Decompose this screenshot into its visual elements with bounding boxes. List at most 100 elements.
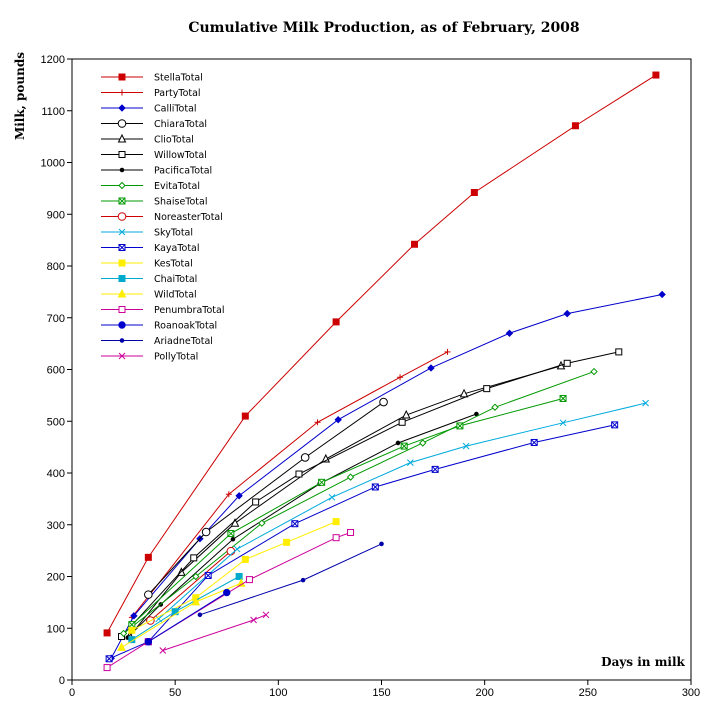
legend-entry-kayatotal: KayaTotal [101,243,200,254]
point-evitatotal-5 [491,403,499,411]
point-evitatotal-3 [346,473,355,481]
point-partytotal-4 [444,348,451,355]
point-evitatotal-0 [119,629,128,638]
legend-label-penumbratotal: PenumbraTotal [154,305,224,316]
point-stellatotal-4 [411,240,419,248]
legend-entry-evitatotal: EvitaTotal [101,181,200,192]
point-partytotal-1 [225,491,232,498]
point-stellatotal-2 [241,412,249,420]
legend-label-skytotal: SkyTotal [154,228,193,239]
series-willowtotal [118,348,623,641]
legend-entry-noreastertotal: NoreasterTotal [101,212,223,223]
point-shaisetotal-3 [400,442,408,450]
legend-marker-chiaratotal [117,119,127,128]
point-chiaratotal-3 [379,397,388,407]
point-skytotal-6 [642,399,649,407]
point-ariadnetotal-2 [379,541,384,547]
legend-label-callitotal: CalliTotal [154,104,197,115]
point-ariadnetotal-1 [300,577,306,583]
point-chiaratotal-1 [201,527,211,537]
y-tick-label-8: 800 [47,261,65,273]
series-line-shaisetotal [131,397,564,625]
point-evitatotal-2 [258,519,266,527]
point-wildtotal-0 [117,642,126,651]
series-line-pacificatotal [127,413,477,638]
point-callitotal-5 [427,364,435,372]
legend-marker-pollytotal [118,352,126,360]
y-tick-label-9: 900 [47,209,65,221]
point-skytotal-1 [233,545,241,553]
point-kestotal-2 [241,555,249,563]
point-willowtotal-1 [190,554,198,562]
point-wildtotal-2 [236,578,246,587]
point-cliototal-5 [459,388,469,398]
point-kestotal-4 [332,518,340,526]
legend-label-pollytotal: PollyTotal [154,352,198,363]
point-penumbratotal-4 [347,529,355,537]
point-evitatotal-4 [419,439,427,447]
legend-entry-ariadnetotal: AriadneTotal [101,336,213,347]
point-penumbratotal-0 [103,664,111,672]
point-roanoaktotal-1 [223,588,231,597]
point-penumbratotal-3 [332,534,340,542]
point-stellatotal-1 [144,553,152,561]
legend-marker-skytotal [118,228,126,236]
point-roanoaktotal-0 [144,638,153,646]
point-penumbratotal-2 [245,576,253,584]
point-pollytotal-1 [250,616,257,624]
point-cliototal-4 [401,409,411,419]
point-wildtotal-1 [191,596,201,606]
legend-label-ariadnetotal: AriadneTotal [154,336,213,347]
point-stellatotal-3 [332,318,340,326]
y-tick-label-4: 400 [47,468,65,480]
chart-title: Cumulative Milk Production, as of Februa… [188,20,579,36]
legend-label-wildtotal: WildTotal [154,290,197,301]
y-tick-label-0: 0 [59,675,65,687]
legend-entry-willowtotal: WillowTotal [101,150,207,161]
point-shaisetotal-1 [227,530,235,538]
x-tick-label-4: 200 [475,687,493,699]
series-kayatotal [105,421,619,663]
legend-entry-partytotal: PartyTotal [101,88,201,99]
legend-label-partytotal: PartyTotal [154,88,201,99]
point-willowtotal-4 [398,418,406,426]
legend-label-pacificatotal: PacificaTotal [154,166,212,177]
point-willowtotal-2 [252,498,260,506]
legend-entry-roanoaktotal: RoanoakTotal [101,321,217,332]
point-willowtotal-7 [615,348,623,356]
legend-entry-pacificatotal: PacificaTotal [101,166,212,177]
y-tick-label-1: 100 [47,623,65,635]
point-stellatotal-7 [652,71,660,79]
y-tick-label-6: 600 [47,365,65,377]
legend-label-noreastertotal: NoreasterTotal [154,212,223,223]
y-tick-label-2: 200 [47,572,65,584]
point-kestotal-0 [128,626,136,634]
series-line-noreastertotal [150,550,232,621]
point-evitatotal-1 [192,572,200,581]
point-callitotal-1 [130,612,138,620]
point-callitotal-4 [334,415,342,424]
legend-entry-skytotal: SkyTotal [101,228,193,239]
legend-label-evitatotal: EvitaTotal [154,181,200,192]
series-pollytotal [159,611,270,654]
point-willowtotal-6 [563,359,571,367]
series-line-kayatotal [108,424,615,660]
point-callitotal-7 [563,309,571,318]
point-ariadnetotal-0 [197,612,203,618]
series-chaitotal [128,573,243,644]
series-shaisetotal [128,394,567,629]
y-tick-label-10: 1000 [41,158,65,170]
legend-entry-chaitotal: ChaiTotal [101,274,197,285]
point-kayatotal-2 [204,571,212,579]
legend-marker-willowtotal [118,151,126,158]
legend-entry-wildtotal: WildTotal [101,288,197,301]
legend-entry-stellatotal: StellaTotal [101,73,203,84]
series-line-pollytotal [162,614,267,651]
point-shaisetotal-0 [128,621,136,629]
legend: StellaTotal PartyTotal CalliTotal ChiaraTot… [101,73,224,363]
legend-marker-cliototal [117,133,127,143]
y-axis-title: Milk, pounds [13,52,27,140]
point-shaisetotal-2 [318,478,326,486]
series-skytotal [155,399,649,623]
point-pollytotal-0 [159,647,167,654]
